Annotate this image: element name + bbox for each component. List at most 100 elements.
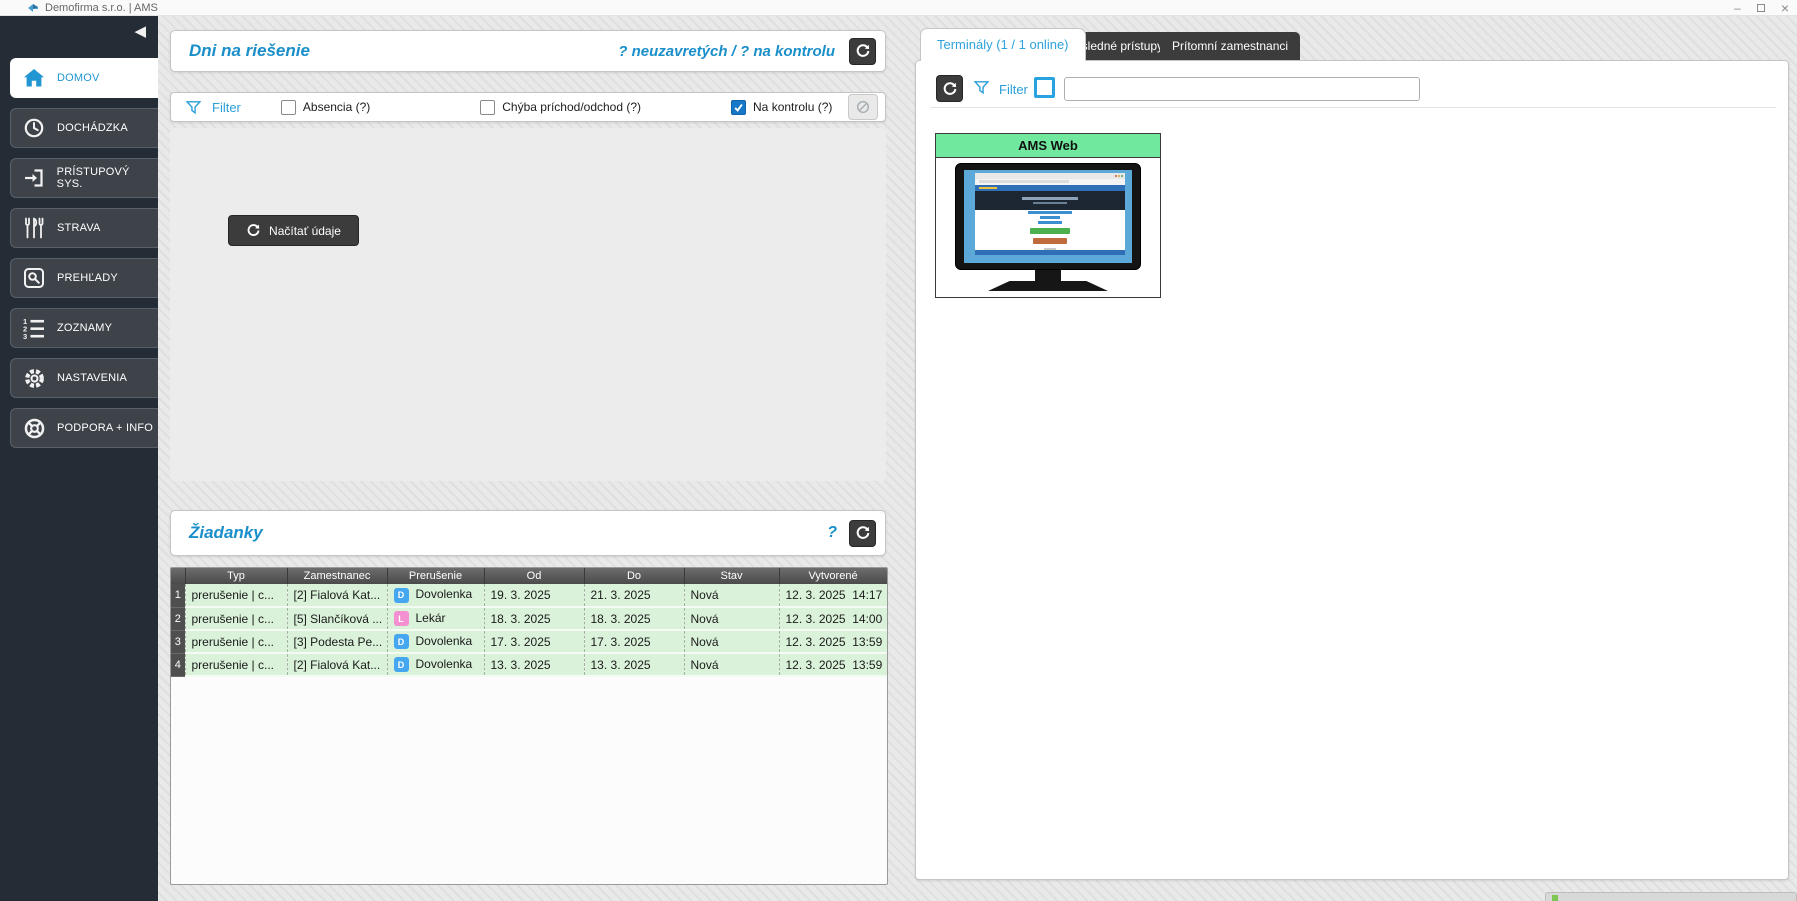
zamestnanec-cell: [5] Slančíková ... bbox=[287, 607, 388, 631]
sidebar-item-domov[interactable]: DOMOV bbox=[10, 58, 158, 98]
filter-input[interactable] bbox=[1064, 77, 1420, 101]
sidebar-item-label: DOMOV bbox=[57, 72, 100, 84]
rownum-cell: 1 bbox=[171, 584, 186, 608]
clock-icon bbox=[11, 116, 57, 140]
sidebar: ◀ DOMOV DOCHÁDZKA PRÍSTUPOVÝ SYS. STRAVA bbox=[0, 16, 158, 901]
load-data-label: Načítať údaje bbox=[269, 223, 341, 238]
svg-text:3: 3 bbox=[23, 332, 27, 340]
prerusenie-cell: L Lekár bbox=[387, 607, 485, 631]
vytvorene-cell: 12. 3. 2025 13:59 bbox=[779, 653, 887, 677]
od-cell: 18. 3. 2025 bbox=[484, 607, 585, 631]
typ-cell: prerušenie | c... bbox=[185, 607, 288, 631]
refresh-button[interactable] bbox=[936, 75, 963, 102]
sidebar-collapse-button[interactable]: ◀ bbox=[134, 22, 146, 40]
svg-text:2: 2 bbox=[23, 325, 27, 334]
checkbox-chyba-prichod-odchod[interactable] bbox=[480, 99, 496, 115]
sidebar-item-label: ZOZNAMY bbox=[57, 322, 113, 334]
mini-browser-preview bbox=[975, 173, 1125, 255]
zamestnanec-cell: [3] Podesta Pe... bbox=[287, 630, 388, 654]
sidebar-item-podpora-info[interactable]: PODPORA + INFO bbox=[10, 408, 158, 448]
load-data-button[interactable]: Načítať údaje bbox=[228, 215, 359, 246]
cutlery-icon bbox=[11, 216, 57, 240]
app-icon bbox=[28, 4, 38, 12]
stav-cell: Nová bbox=[684, 607, 780, 631]
refresh-icon bbox=[247, 224, 260, 237]
sidebar-item-label: DOCHÁDZKA bbox=[57, 122, 128, 134]
col-do: Do bbox=[584, 568, 685, 584]
checkbox-na-kontrolu[interactable] bbox=[731, 99, 747, 115]
monitor-screen bbox=[964, 170, 1132, 263]
rownum-cell: 3 bbox=[171, 630, 186, 654]
ziadanky-table-panel: Typ Zamestnanec Prerušenie Od Do Stav Vy… bbox=[170, 567, 888, 885]
table-row[interactable]: 4 prerušenie | c... [2] Fialová Kat... D… bbox=[171, 653, 887, 677]
refresh-icon bbox=[856, 526, 869, 539]
monitor-stand bbox=[1035, 270, 1061, 281]
zamestnanec-cell: [2] Fialová Kat... bbox=[287, 653, 388, 677]
interruption-type-badge: D bbox=[393, 587, 409, 603]
funnel-icon bbox=[973, 81, 990, 95]
maximize-icon bbox=[1756, 4, 1765, 12]
sidebar-item-label: STRAVA bbox=[57, 222, 101, 234]
sidebar-item-prehlady[interactable]: PREHĽADY bbox=[10, 258, 158, 298]
do-cell: 17. 3. 2025 bbox=[584, 630, 685, 654]
close-button[interactable]: × bbox=[1780, 0, 1789, 16]
sidebar-item-strava[interactable]: STRAVA bbox=[10, 208, 158, 248]
col-zamestnanec: Zamestnanec bbox=[287, 568, 388, 584]
stav-cell: Nová bbox=[684, 653, 780, 677]
refresh-button[interactable] bbox=[849, 519, 876, 547]
refresh-icon bbox=[856, 44, 869, 57]
refresh-button[interactable] bbox=[849, 37, 876, 65]
clear-filter-button[interactable] bbox=[848, 94, 878, 120]
tab-pritomni-zamestnanci[interactable]: Prítomní zamestnanci bbox=[1160, 32, 1301, 61]
refresh-icon bbox=[943, 81, 956, 95]
stav-cell: Nová bbox=[684, 584, 780, 608]
checkbox-absencia[interactable] bbox=[280, 99, 296, 115]
col-rownum bbox=[171, 568, 186, 584]
zamestnanec-cell: [2] Fialová Kat... bbox=[287, 584, 388, 608]
prerusenie-cell: D Dovolenka bbox=[387, 584, 485, 608]
terminal-preview bbox=[936, 158, 1160, 297]
do-cell: 13. 3. 2025 bbox=[584, 653, 685, 677]
sidebar-item-label: NASTAVENIA bbox=[57, 372, 128, 384]
terminals-panel: Filter AMS Web bbox=[915, 60, 1789, 880]
sidebar-item-pristupovy-sys[interactable]: PRÍSTUPOVÝ SYS. bbox=[10, 158, 158, 198]
slash-circle-icon bbox=[856, 100, 870, 114]
search-icon bbox=[11, 266, 57, 290]
dni-filter-bar: Filter Absencia (?) Chýba príchod/odchod… bbox=[170, 92, 886, 122]
numbered-list-icon: 1 2 3 bbox=[11, 316, 57, 340]
rownum-cell: 2 bbox=[171, 607, 186, 631]
gear-icon bbox=[11, 366, 57, 391]
funnel-icon bbox=[185, 100, 202, 114]
stav-cell: Nová bbox=[684, 630, 780, 654]
minimize-button[interactable]: – bbox=[1734, 1, 1741, 15]
home-icon bbox=[11, 66, 57, 90]
prerusenie-cell: D Dovolenka bbox=[387, 653, 485, 677]
dni-summary: ? neuzavretých / ? na kontrolu bbox=[618, 42, 835, 60]
od-cell: 19. 3. 2025 bbox=[484, 584, 585, 608]
typ-cell: prerušenie | c... bbox=[185, 630, 288, 654]
interruption-type-badge: D bbox=[393, 657, 409, 673]
filter-checkbox[interactable] bbox=[1034, 77, 1055, 98]
svg-text:1: 1 bbox=[23, 317, 27, 326]
vytvorene-cell: 12. 3. 2025 13:59 bbox=[779, 630, 887, 654]
ziadanky-panel-header: Žiadanky ? bbox=[170, 510, 886, 556]
col-prerusenie: Prerušenie bbox=[387, 568, 485, 584]
maximize-button[interactable] bbox=[1756, 3, 1765, 13]
window-titlebar: Demofirma s.r.o. | AMS – × bbox=[0, 0, 1797, 16]
prerusenie-label: Dovolenka bbox=[415, 587, 473, 602]
terminal-card-ams-web[interactable]: AMS Web bbox=[935, 133, 1161, 298]
dni-content-area: Načítať údaje bbox=[170, 128, 886, 481]
col-stav: Stav bbox=[684, 568, 780, 584]
table-row[interactable]: 2 prerušenie | c... [5] Slančíková ... L… bbox=[171, 607, 887, 631]
sidebar-item-zoznamy[interactable]: 1 2 3 ZOZNAMY bbox=[10, 308, 158, 348]
online-status-dot bbox=[1552, 895, 1558, 901]
sidebar-item-label: PREHĽADY bbox=[57, 272, 118, 284]
typ-cell: prerušenie | c... bbox=[185, 653, 288, 677]
tab-terminaly[interactable]: Terminály (1 / 1 online) bbox=[920, 28, 1086, 61]
sidebar-item-nastavenia[interactable]: NASTAVENIA bbox=[10, 358, 158, 398]
col-vytvorene: Vytvorené bbox=[779, 568, 887, 584]
sidebar-item-dochadzka[interactable]: DOCHÁDZKA bbox=[10, 108, 158, 148]
filter-label: Filter bbox=[999, 82, 1028, 97]
table-row[interactable]: 1 prerušenie | c... [2] Fialová Kat... D… bbox=[171, 584, 887, 608]
